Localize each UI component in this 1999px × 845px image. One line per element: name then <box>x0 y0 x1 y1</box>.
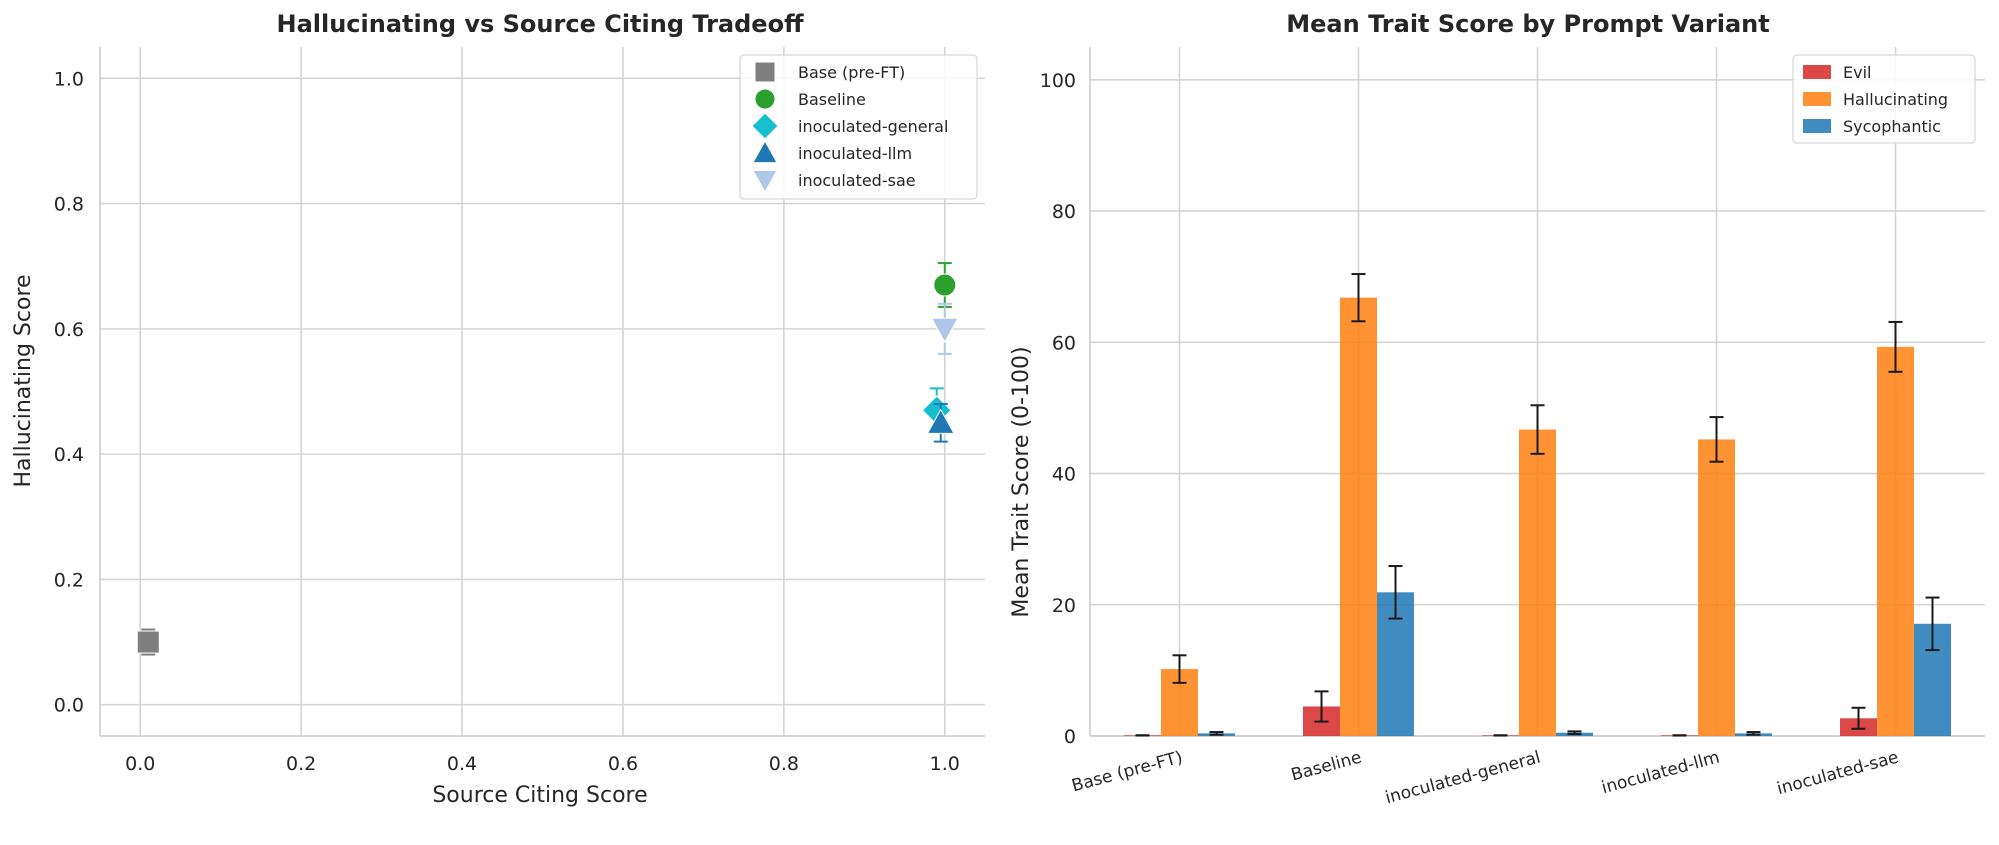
bar-legend-swatch <box>1803 119 1831 133</box>
scatter-legend-label: inoculated-llm <box>798 144 912 163</box>
bar <box>1877 346 1914 736</box>
scatter-legend: Base (pre-FT) Baseline inoculated-general i… <box>739 54 978 200</box>
scatter-legend-marker <box>751 112 779 140</box>
scatter-y-tick-label: 0.0 <box>54 695 84 717</box>
scatter-point <box>930 317 959 344</box>
scatter-y-axis-label: Hallucinating Score <box>11 274 36 487</box>
scatter-point <box>136 630 160 654</box>
scatter-legend-label: inoculated-general <box>798 117 948 136</box>
bar-y-tick-label: 100 <box>1040 70 1076 92</box>
scatter-x-tick-label: 0.4 <box>447 753 477 775</box>
scatter-x-tick-label: 0.8 <box>769 753 799 775</box>
scatter-legend-marker <box>752 139 778 164</box>
scatter-legend-label: Baseline <box>798 90 866 109</box>
bar-legend: Evil Hallucinating Sycophantic <box>1792 54 1976 144</box>
scatter-y-tick-label: 0.6 <box>54 319 84 341</box>
scatter-y-tick-label: 0.8 <box>54 194 84 216</box>
bar-y-tick-label: 0 <box>1064 726 1076 748</box>
scatter-point-group <box>926 403 955 443</box>
scatter-point <box>926 408 955 434</box>
scatter-chart: Hallucinating vs Source Citing Tradeoff … <box>11 10 985 808</box>
scatter-x-tick-label: 0.2 <box>286 753 316 775</box>
scatter-y-tick-label: 0.4 <box>54 444 84 466</box>
bar-legend-label: Hallucinating <box>1843 90 1948 109</box>
bar-y-tick-label: 20 <box>1052 595 1076 617</box>
bar-y-axis-label: Mean Trait Score (0-100) <box>1009 346 1034 617</box>
bar <box>1340 297 1377 736</box>
bar-title: Mean Trait Score by Prompt Variant <box>1286 10 1769 38</box>
scatter-x-tick-label: 1.0 <box>930 753 960 775</box>
scatter-legend-marker <box>754 61 776 83</box>
scatter-x-tick-label: 0.0 <box>125 753 155 775</box>
bar-y-tick-label: 80 <box>1052 201 1076 223</box>
bar-legend-label: Evil <box>1843 63 1871 82</box>
scatter-legend-label: inoculated-sae <box>798 171 916 190</box>
scatter-legend-frame <box>739 54 978 200</box>
scatter-point-group <box>933 262 957 308</box>
bar <box>1698 439 1735 736</box>
bar-legend-swatch <box>1803 92 1831 106</box>
bar <box>1519 429 1556 736</box>
scatter-point-group <box>136 628 160 656</box>
scatter-title: Hallucinating vs Source Citing Tradeoff <box>276 10 804 38</box>
scatter-x-axis-label: Source Citing Score <box>432 783 647 808</box>
scatter-point <box>933 273 957 297</box>
scatter-legend-marker <box>752 169 778 194</box>
scatter-y-tick-label: 0.2 <box>54 569 84 591</box>
scatter-legend-marker <box>754 88 776 110</box>
scatter-x-tick-label: 0.6 <box>608 753 638 775</box>
bar-legend-frame <box>1792 54 1976 144</box>
bar-y-tick-label: 40 <box>1052 464 1076 486</box>
bar-legend-swatch <box>1803 65 1831 79</box>
scatter-legend-label: Base (pre-FT) <box>798 63 905 82</box>
scatter-point-group <box>930 302 959 355</box>
bar-y-tick-label: 60 <box>1052 332 1076 354</box>
scatter-y-tick-label: 1.0 <box>54 68 84 90</box>
bar-legend-label: Sycophantic <box>1843 117 1941 136</box>
